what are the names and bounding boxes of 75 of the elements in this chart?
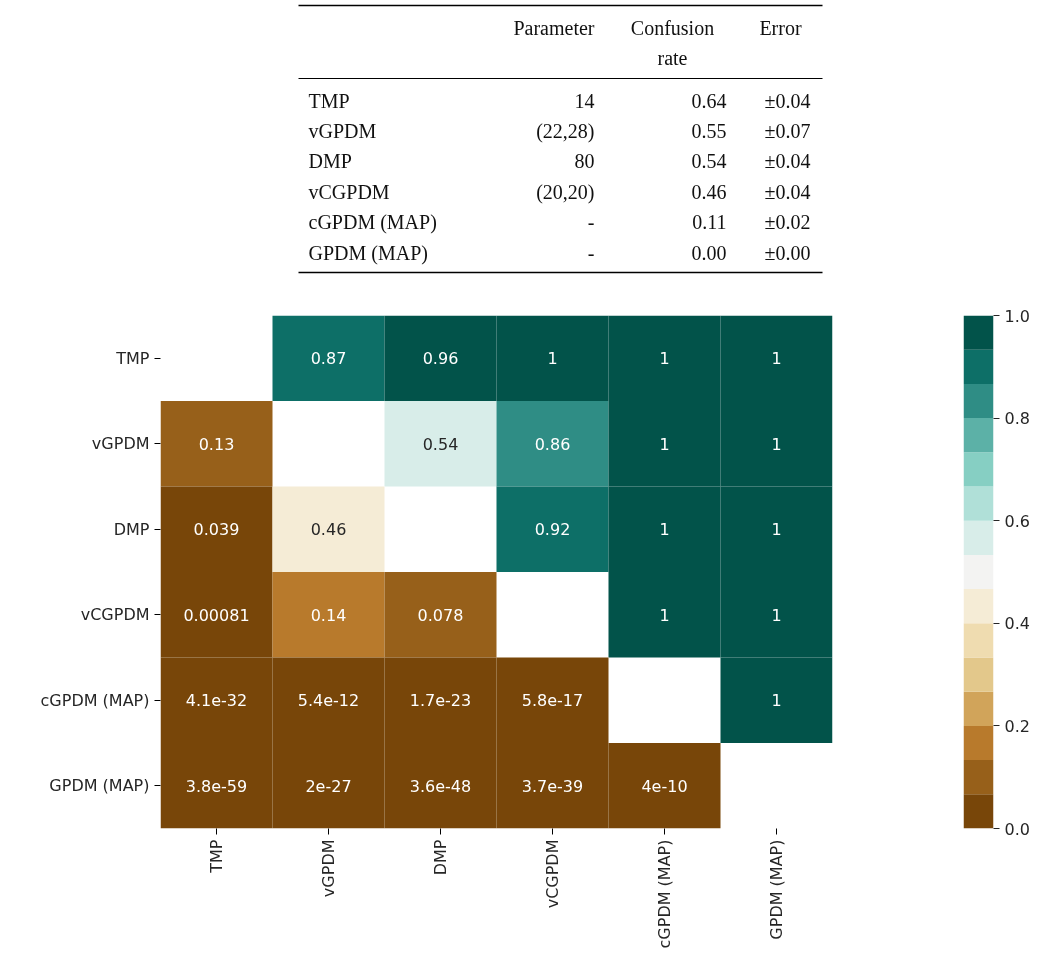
text: ±0.07 <box>764 119 811 142</box>
x-tick-label: GPDM (MAP) <box>767 839 786 940</box>
x-tick-label: vCGPDM <box>543 839 562 909</box>
data-label: 0.87 <box>310 349 347 369</box>
data-label: 0.92 <box>534 520 571 540</box>
data-label: 1 <box>659 434 670 454</box>
data-label: 1 <box>547 349 558 369</box>
color-bar-label: 0.0 <box>1004 819 1030 839</box>
data-label: 5.8e-17 <box>521 691 584 711</box>
text: (20,20) <box>536 180 595 204</box>
y-tick-label: GPDM (MAP) <box>49 776 150 796</box>
text: 0.64 <box>691 89 727 112</box>
color-bar-label: 0.8 <box>1004 409 1030 429</box>
data-label: 1 <box>771 434 782 454</box>
data-label: 1 <box>659 520 670 540</box>
data-label: 1 <box>771 349 782 369</box>
text: Confusion rate <box>630 16 715 69</box>
y-tick-label: cGPDM (MAP) <box>40 690 150 710</box>
text: 0.11 <box>692 211 727 234</box>
data-label: 1.7e-23 <box>409 691 472 711</box>
category-label: DMP <box>308 150 352 173</box>
data-label: 0.96 <box>422 349 459 369</box>
text: 0.46 <box>691 180 727 203</box>
text: 14 <box>574 89 595 112</box>
text: 80 <box>574 150 595 173</box>
color-bar-label: 1.0 <box>1004 306 1030 326</box>
y-tick-label: vGPDM <box>91 434 150 454</box>
text: - <box>587 241 595 264</box>
x-tick-label: cGPDM (MAP) <box>655 839 674 949</box>
y-tick-label: DMP <box>113 519 150 539</box>
data-label: 3.7e-39 <box>521 776 584 796</box>
data-label: 1 <box>771 691 782 711</box>
category-label: TMP <box>308 89 350 112</box>
data-label: 1 <box>659 605 670 625</box>
color-bar-label: 0.2 <box>1004 716 1030 736</box>
text: Error <box>759 16 802 39</box>
text: ±0.04 <box>764 180 811 203</box>
data-label: 0.039 <box>193 520 240 540</box>
y-tick-label: vCGPDM <box>80 605 150 625</box>
category-label: vGPDM <box>308 119 377 142</box>
text: ±0.02 <box>764 211 811 234</box>
text: Parameter <box>513 16 595 39</box>
data-label: 4e-10 <box>641 776 688 796</box>
data-label: 1 <box>771 520 782 540</box>
text: 0.54 <box>691 150 727 173</box>
data-label: 0.54 <box>422 434 459 454</box>
y-tick-label: TMP <box>115 348 150 368</box>
data-label: 0.14 <box>310 605 347 625</box>
text: (22,28) <box>536 119 595 143</box>
color-bar-label: 0.6 <box>1004 511 1030 531</box>
category-label: vCGPDM <box>308 180 390 203</box>
x-tick-label: TMP <box>207 839 226 874</box>
data-label: 4.1e-32 <box>185 691 248 711</box>
data-label: 0.86 <box>534 434 571 454</box>
data-label: 0.078 <box>417 605 464 625</box>
data-label: 1 <box>771 605 782 625</box>
category-label: cGPDM (MAP) <box>308 211 437 235</box>
text: ±0.00 <box>764 241 811 264</box>
data-label: 5.4e-12 <box>297 691 360 711</box>
data-label: 0.46 <box>310 520 347 540</box>
text: ±0.04 <box>764 150 811 173</box>
data-label: 0.00081 <box>183 605 250 625</box>
color-bar-label: 0.4 <box>1004 614 1030 634</box>
text: - <box>587 211 595 234</box>
data-label: 0.13 <box>198 434 235 454</box>
text: 0.00 <box>691 241 727 264</box>
text: 0.55 <box>691 119 727 142</box>
category-label: GPDM (MAP) <box>308 241 428 265</box>
text: ±0.04 <box>764 89 811 112</box>
data-label: 1 <box>659 349 670 369</box>
data-label: 3.6e-48 <box>409 776 472 796</box>
x-tick-label: vGPDM <box>319 839 338 898</box>
x-tick-label: DMP <box>431 839 450 876</box>
data-label: 2e-27 <box>305 776 352 796</box>
data-label: 3.8e-59 <box>185 776 248 796</box>
